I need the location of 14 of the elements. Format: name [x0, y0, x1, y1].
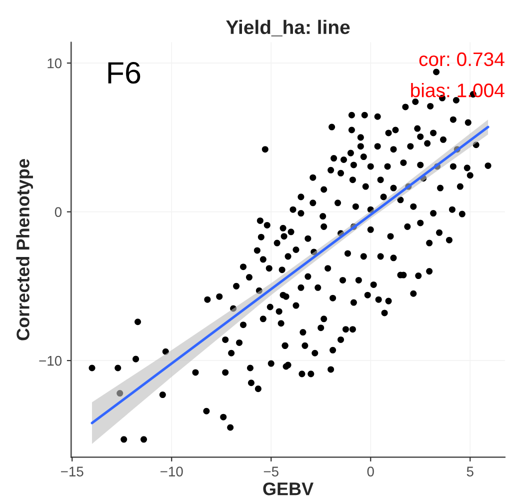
- annotation: bias: 1.004: [411, 82, 504, 98]
- x-tick-label: −10: [160, 466, 183, 476]
- y-tick-label: 10: [48, 58, 62, 68]
- annotation: cor: 0.734: [419, 52, 504, 66]
- y-tick-label: −10: [39, 356, 62, 366]
- annotation: F6: [108, 62, 140, 84]
- chart-title: Yield_ha: line: [226, 20, 350, 36]
- x-axis-title: GEBV: [263, 482, 314, 496]
- x-tick-label: −5: [264, 466, 278, 476]
- y-axis-title: Corrected Phenotype: [16, 159, 33, 340]
- x-tick-label: 0: [367, 466, 374, 476]
- y-tick-label: 0: [54, 207, 62, 217]
- x-tick-label: 5: [466, 466, 474, 476]
- x-tick-label: −15: [61, 466, 84, 476]
